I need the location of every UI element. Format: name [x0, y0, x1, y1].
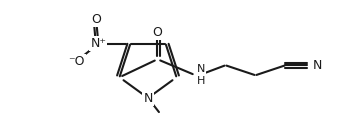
Text: O: O	[91, 13, 101, 26]
Text: N⁺: N⁺	[90, 37, 106, 50]
Text: N: N	[143, 92, 153, 104]
Text: N
H: N H	[196, 65, 205, 86]
Text: O: O	[153, 26, 162, 39]
Text: ⁻O: ⁻O	[68, 55, 85, 68]
Text: N: N	[313, 59, 322, 72]
